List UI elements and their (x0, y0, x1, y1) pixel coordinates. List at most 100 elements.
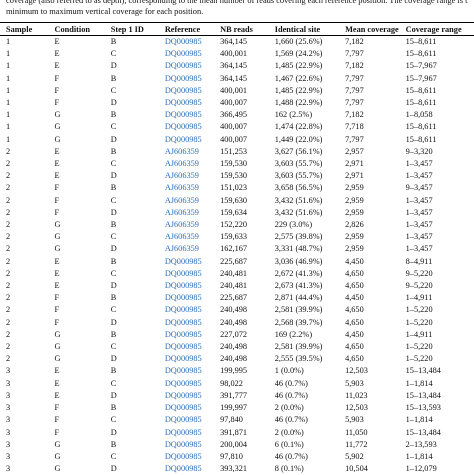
table-cell: DQ000985 (164, 427, 202, 437)
table-cell: 3,603 (55.7%) (274, 159, 323, 169)
table-row: 2 G D AJ606359 162,167 3,331 (48.7%) 2,959 1–3,… (0, 243, 474, 255)
table-cell: 400,001 (220, 85, 248, 95)
table-cell: 4,650 (345, 281, 364, 291)
table-cell: 7,797 (345, 73, 364, 83)
table-cell: 1–1,814 (405, 378, 433, 388)
table-cell: 2–13,593 (405, 439, 437, 449)
table-cell: 1 (6, 73, 11, 83)
table-cell: E (54, 256, 60, 266)
table-cell: F (54, 415, 60, 425)
table-cell: G (54, 342, 61, 352)
table-cell: 1,467 (22.6%) (274, 73, 323, 83)
table-row: 3 G B DQ000985 200,004 6 (0.1%) 11,772 2–13,593 (0, 439, 474, 451)
table-row: 2 G B AJ606359 152,220 229 (3.0%) 2,826 1–3,457 (0, 219, 474, 231)
table-row: 2 F C AJ606359 159,630 3,432 (51.6%) 2,959 1–3,… (0, 195, 474, 207)
table-cell: E (54, 268, 60, 278)
table-cell: 7,182 (345, 110, 364, 120)
table-cell: 1–3,457 (405, 220, 433, 230)
table-cell: DQ000985 (164, 49, 202, 59)
table-cell: 169 (2.2%) (274, 329, 313, 339)
table-cell: 2,971 (345, 171, 364, 181)
table-cell: B (110, 146, 117, 156)
table-cell: 1–3,457 (405, 232, 433, 242)
table-cell: 2,971 (345, 159, 364, 169)
table-cell: G (54, 354, 61, 364)
table-cell: G (54, 451, 61, 461)
table-cell: E (54, 146, 60, 156)
table-cell: 46 (0.7%) (274, 390, 308, 400)
table-cell: G (54, 122, 61, 132)
table-cell: 2 (6, 268, 11, 278)
table-cell: 1–1,814 (405, 451, 433, 461)
table-row: 1 F C DQ000985 400,001 1,485 (22.9%) 7,797 15–8… (0, 85, 474, 97)
table-cell: DQ000985 (164, 317, 202, 327)
table-cell: F (54, 293, 60, 303)
table-cell: DQ000985 (164, 122, 202, 132)
table-cell: 5,902 (345, 451, 364, 461)
table-cell: AJ606359 (164, 183, 199, 193)
table-cell: 2,871 (44.4%) (274, 293, 323, 303)
table-cell: DQ000985 (164, 342, 202, 352)
table-cell: B (110, 366, 117, 376)
table-cell: 1,485 (22.9%) (274, 61, 323, 71)
table-cell: 2 (6, 281, 11, 291)
column-header: Coverage range (399, 22, 474, 36)
table-row: 1 E B DQ000985 364,145 1,660 (25.6%) 7,182 15–8… (0, 36, 474, 49)
table-cell: 15–8,611 (405, 37, 437, 46)
table-cell: 15–13,593 (405, 403, 441, 413)
table-cell: 9–5,220 (405, 281, 433, 291)
table-cell: 1 (0.0%) (274, 366, 304, 376)
table-cell: DQ000985 (164, 134, 202, 144)
table-cell: 15–7,967 (405, 73, 437, 83)
table-cell: D (110, 207, 117, 217)
table-cell: 15–8,611 (405, 122, 437, 132)
table-cell: DQ000985 (164, 366, 202, 376)
column-header: Reference (158, 22, 215, 36)
caption-line: minimum to maximum vertical coverage for… (6, 6, 204, 16)
table-cell: 1–5,220 (405, 342, 433, 352)
table-cell: 2,959 (345, 232, 364, 242)
table-cell: AJ606359 (164, 159, 199, 169)
table-cell: 2 (6, 207, 11, 217)
table-cell: 2,581 (39.9%) (274, 342, 323, 352)
table-cell: 2 (6, 293, 11, 303)
table-cell: AJ606359 (164, 146, 199, 156)
table-cell: E (54, 61, 60, 71)
table-cell: 2,959 (345, 207, 364, 217)
table-cell: 2,575 (39.8%) (274, 232, 323, 242)
table-cell: F (54, 98, 60, 108)
table-cell: 2 (0.0%) (274, 427, 304, 437)
table-cell: 240,498 (220, 317, 248, 327)
table-cell: 2,957 (345, 146, 364, 156)
table-cell: 8 (0.1%) (274, 464, 304, 474)
table-cell: 1 (6, 122, 11, 132)
table-cell: 3 (6, 451, 11, 461)
table-row: 2 G C AJ606359 159,633 2,575 (39.8%) 2,959 1–3,… (0, 231, 474, 243)
table-row: 3 F D DQ000985 391,871 2 (0.0%) 11,050 15–13,48… (0, 427, 474, 439)
table-cell: 4,450 (345, 256, 364, 266)
table-cell: 12,503 (345, 403, 368, 413)
table-cell: AJ606359 (164, 220, 199, 230)
table-cell: 2,568 (39.7%) (274, 317, 323, 327)
table-cell: 98,022 (220, 378, 243, 388)
table-cell: DQ000985 (164, 293, 202, 303)
table-cell: 15–7,967 (405, 61, 437, 71)
table-cell: 229 (3.0%) (274, 220, 313, 230)
table-cell: C (110, 195, 117, 205)
table-cell: 3,603 (55.7%) (274, 171, 323, 181)
table-cell: D (110, 134, 117, 144)
table-cell: 2 (6, 305, 11, 315)
table-cell: 2,672 (41.3%) (274, 268, 323, 278)
table-cell: 1,485 (22.9%) (274, 85, 323, 95)
table-cell: 9–3,457 (405, 183, 433, 193)
column-header: Sample (0, 22, 49, 36)
table-cell: AJ606359 (164, 232, 199, 242)
column-header: Mean coverage (339, 22, 400, 36)
table-cell: 1 (6, 61, 11, 71)
table-cell: 2 (6, 220, 11, 230)
table-cell: 1–3,457 (405, 171, 433, 181)
table-cell: C (110, 451, 117, 461)
table-row: 2 G D DQ000985 240,498 2,555 (39.5%) 4,650 1–5,… (0, 353, 474, 365)
column-header: NB reads (214, 22, 269, 36)
table-cell: C (110, 342, 117, 352)
